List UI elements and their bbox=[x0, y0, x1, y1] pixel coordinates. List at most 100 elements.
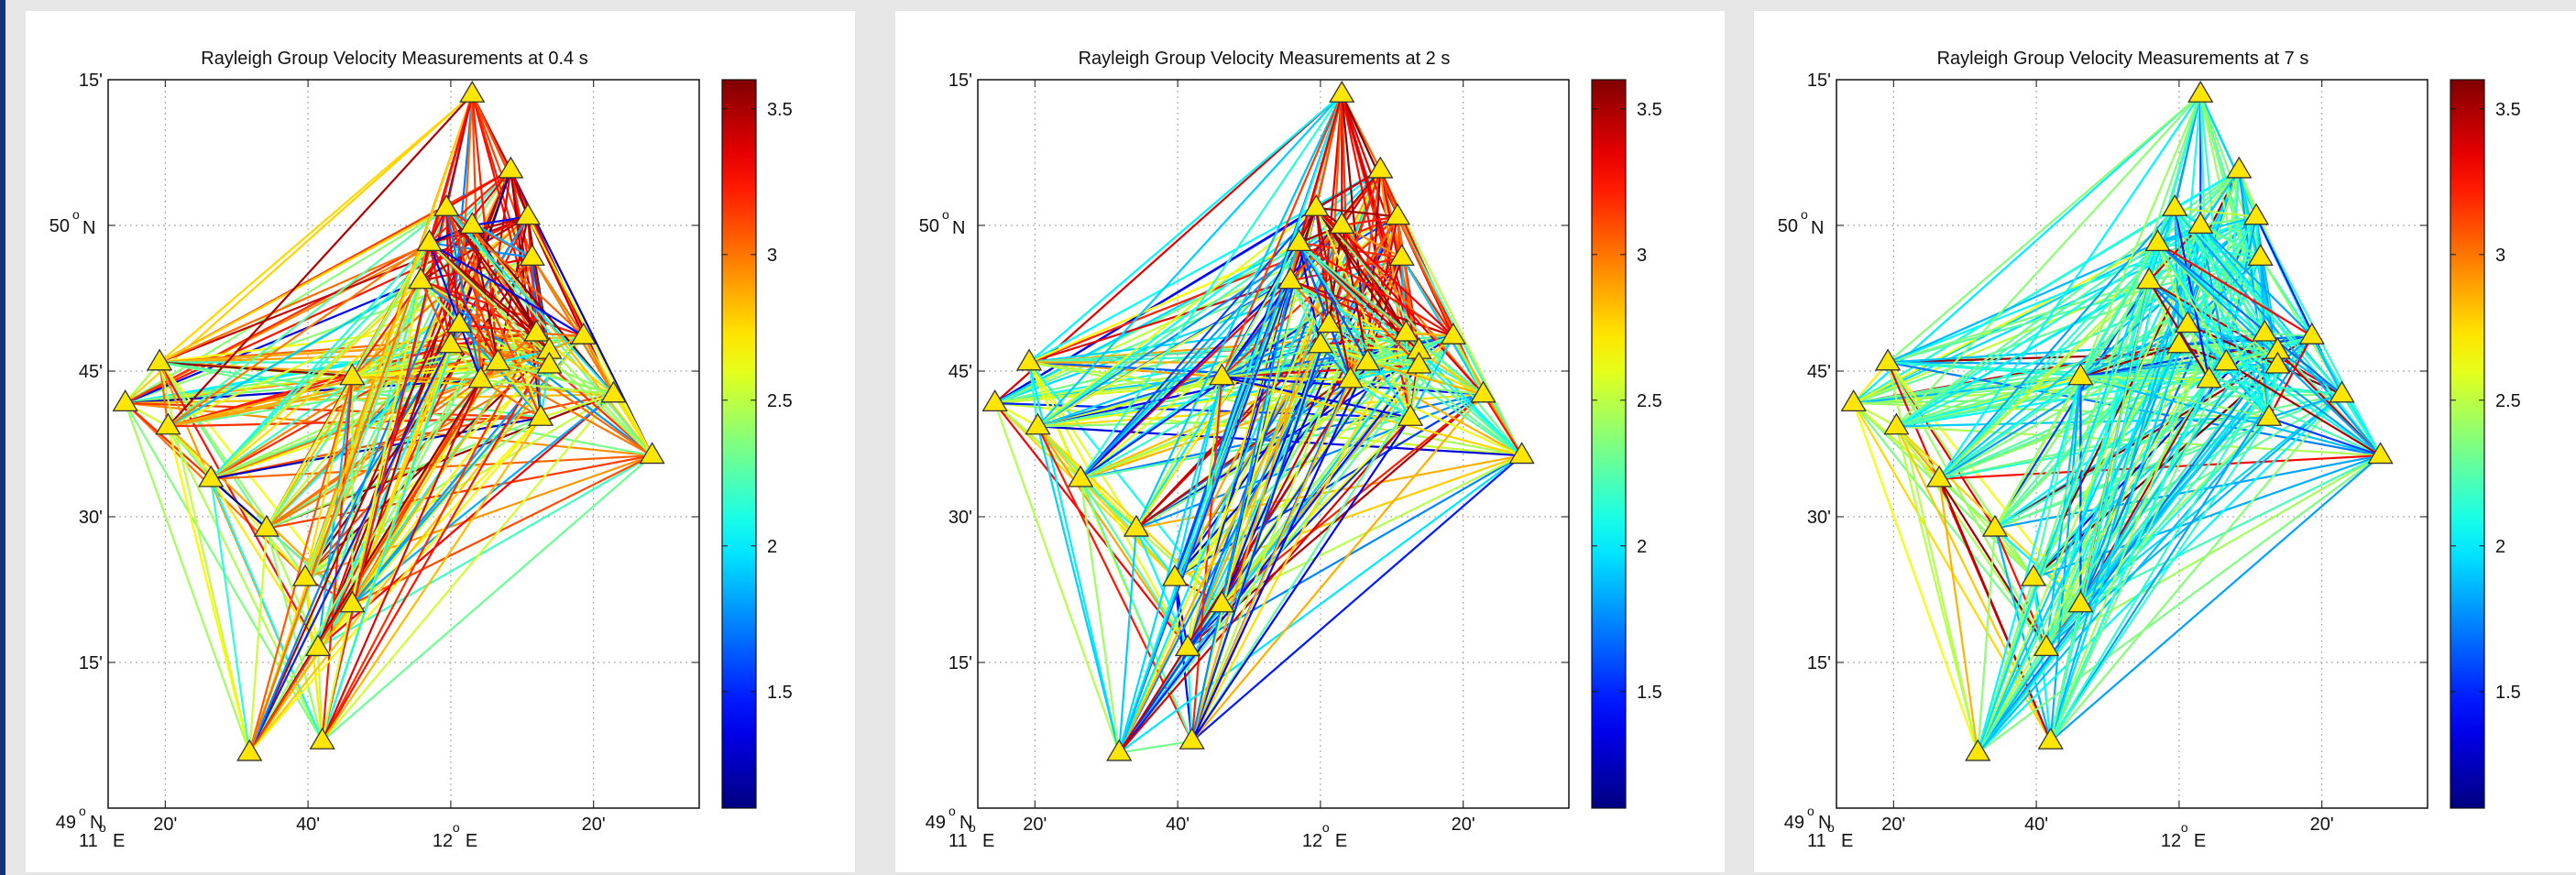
triangle-icon bbox=[459, 212, 486, 235]
ray-path bbox=[1080, 477, 1121, 754]
triangle-icon bbox=[1397, 403, 1424, 426]
ray-path bbox=[2208, 378, 2382, 457]
ray-path bbox=[1118, 361, 1369, 754]
triangle-icon bbox=[1883, 412, 1910, 435]
y-tick-label: 15' bbox=[1807, 71, 1831, 91]
ray-path bbox=[1080, 93, 1343, 480]
ray-path bbox=[351, 454, 653, 606]
ray-path bbox=[1977, 215, 2258, 754]
ray-path bbox=[265, 527, 323, 743]
ray-path bbox=[1977, 323, 2189, 754]
triangle-icon bbox=[2020, 563, 2047, 586]
ray-path bbox=[1349, 378, 1523, 457]
triangle-icon bbox=[639, 442, 665, 465]
triangle-icon bbox=[1384, 202, 1411, 225]
ray-path bbox=[2049, 378, 2210, 743]
ray-path bbox=[1080, 206, 1318, 480]
ray-path bbox=[2225, 361, 2271, 419]
triangle-icon bbox=[146, 348, 173, 371]
ray-path bbox=[1852, 401, 1979, 754]
y-tick-degree: o bbox=[948, 804, 956, 818]
triangle-icon bbox=[1440, 322, 1466, 345]
ray-path bbox=[1298, 242, 1352, 381]
ray-path bbox=[1315, 206, 1399, 218]
x-hemisphere-label: E bbox=[2194, 831, 2206, 851]
ray-path bbox=[248, 527, 268, 754]
ray-path bbox=[1135, 93, 1343, 530]
ray-path bbox=[2049, 242, 2159, 743]
y-tick-degree: o bbox=[79, 804, 86, 818]
chart-title: Rayleigh Group Velocity Measurements at … bbox=[1079, 49, 1451, 69]
x-tick-degree: o bbox=[969, 820, 976, 835]
x-tick-label: 11 bbox=[1807, 831, 1826, 851]
triangle-icon bbox=[527, 403, 554, 426]
ray-path bbox=[303, 393, 615, 579]
ray-path bbox=[1298, 242, 1321, 346]
triangle-icon bbox=[498, 156, 524, 179]
triangle-icon bbox=[1068, 465, 1094, 487]
x-tick-label: 20' bbox=[582, 815, 606, 835]
triangle-icon bbox=[570, 322, 597, 345]
x-tick-label: 40' bbox=[2024, 815, 2048, 835]
y-hemisphere-label: N bbox=[1811, 218, 1824, 238]
ray-path bbox=[321, 349, 551, 743]
triangle-icon bbox=[1174, 634, 1201, 657]
ray-path bbox=[210, 224, 474, 480]
chart-title: Rayleigh Group Velocity Measurements at … bbox=[1937, 49, 2309, 69]
x-tick-label: 20' bbox=[1452, 815, 1475, 835]
ray-path bbox=[248, 93, 474, 754]
ray-path bbox=[1298, 242, 1412, 419]
y-tick-label: 15' bbox=[948, 653, 972, 673]
triangle-icon bbox=[304, 634, 332, 657]
ray-path bbox=[1221, 454, 1523, 606]
ray-path bbox=[445, 206, 543, 419]
ray-path bbox=[1977, 364, 2279, 754]
triangle-icon bbox=[1025, 412, 1051, 435]
ray-path bbox=[1118, 93, 1343, 754]
ray-path bbox=[1190, 454, 1523, 743]
ray-path bbox=[1036, 242, 1300, 428]
ray-path bbox=[1080, 477, 1193, 743]
triangle-icon bbox=[1393, 319, 1420, 342]
ray-path bbox=[2156, 242, 2343, 396]
ray-paths bbox=[124, 93, 653, 754]
ray-path bbox=[321, 323, 461, 743]
ray-path bbox=[1173, 332, 1408, 579]
ray-path bbox=[445, 206, 615, 396]
ray-path bbox=[1895, 242, 2159, 428]
ray-path bbox=[1190, 378, 1352, 743]
ray-path bbox=[1190, 323, 1331, 743]
panel-7s: Rayleigh Group Velocity Measurements at … bbox=[1754, 11, 2576, 872]
triangle-icon bbox=[2162, 194, 2188, 216]
ray-path bbox=[2264, 332, 2271, 419]
ray-path bbox=[321, 378, 482, 743]
ray-path bbox=[2174, 206, 2210, 381]
triangle-icon bbox=[2067, 590, 2094, 613]
ray-path bbox=[167, 425, 354, 606]
triangle-icon bbox=[2144, 229, 2171, 252]
ray-path bbox=[316, 646, 323, 743]
ray-path bbox=[993, 206, 1318, 405]
ray-path bbox=[248, 361, 499, 754]
triangle-icon bbox=[1874, 348, 1902, 371]
triangle-icon bbox=[1015, 348, 1043, 371]
ray-path bbox=[2340, 393, 2382, 457]
ray-path bbox=[2208, 378, 2343, 396]
ray-path bbox=[428, 242, 499, 364]
ray-path bbox=[1938, 323, 2189, 480]
colorbar-tick-label: 1.5 bbox=[767, 683, 793, 703]
colorbar-tick-label: 2.5 bbox=[1637, 391, 1662, 411]
y-hemisphere-label: N bbox=[959, 813, 972, 833]
ray-path bbox=[248, 376, 354, 754]
ray-path bbox=[1366, 169, 1382, 364]
ray-path bbox=[1319, 93, 1343, 346]
ray-path bbox=[1221, 364, 1420, 606]
ray-path bbox=[1190, 416, 1412, 743]
x-tick-label: 12 bbox=[2161, 831, 2181, 851]
ray-path bbox=[2310, 334, 2343, 396]
triangle-icon bbox=[309, 727, 335, 749]
y-tick-label: 15' bbox=[79, 71, 103, 91]
ray-path bbox=[1977, 349, 2279, 754]
triangle-icon bbox=[2329, 380, 2355, 403]
ray-path bbox=[1452, 334, 1485, 396]
